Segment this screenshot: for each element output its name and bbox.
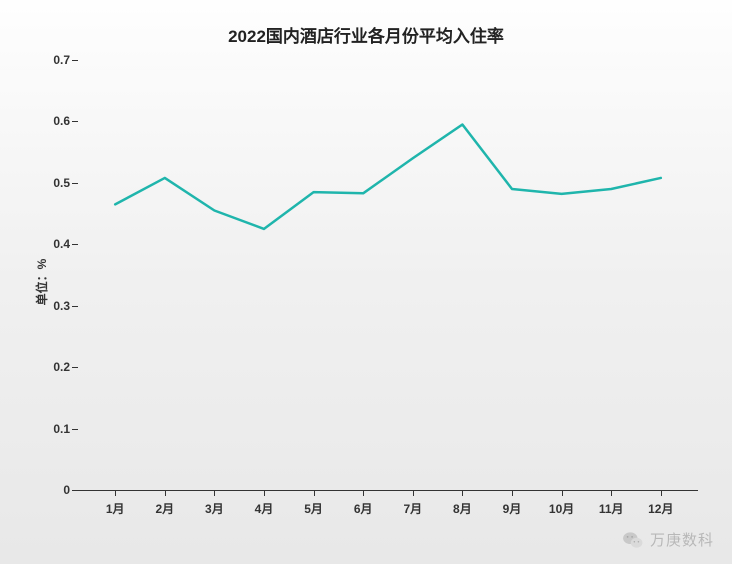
y-tick-mark — [72, 367, 78, 368]
x-tick-label: 5月 — [304, 500, 323, 517]
x-tick-label: 6月 — [354, 500, 373, 517]
x-tick-mark — [363, 490, 364, 496]
y-tick-label: 0.6 — [53, 114, 70, 128]
watermark: 万庚数科 — [622, 529, 714, 550]
y-tick-mark — [72, 429, 78, 430]
x-tick-label: 2月 — [155, 500, 174, 517]
line-chart — [78, 60, 698, 490]
y-tick-label: 0.2 — [53, 360, 70, 374]
x-tick-mark — [264, 490, 265, 496]
y-tick-label: 0.7 — [53, 53, 70, 67]
y-tick-label: 0 — [63, 483, 70, 497]
y-tick-mark — [72, 244, 78, 245]
x-tick-mark — [115, 490, 116, 496]
x-tick-mark — [413, 490, 414, 496]
chart-title: 2022国内酒店行业各月份平均入住率 — [0, 22, 732, 47]
x-tick-label: 12月 — [648, 500, 673, 517]
data-line — [115, 125, 661, 229]
x-tick-mark — [661, 490, 662, 496]
x-tick-mark — [611, 490, 612, 496]
y-tick-label: 0.5 — [53, 176, 70, 190]
x-tick-label: 10月 — [549, 500, 574, 517]
watermark-text: 万庚数科 — [650, 529, 714, 550]
y-tick-mark — [72, 60, 78, 61]
x-tick-mark — [314, 490, 315, 496]
x-axis-line — [78, 490, 698, 491]
x-tick-mark — [214, 490, 215, 496]
y-tick-label: 0.1 — [53, 422, 70, 436]
x-tick-label: 1月 — [106, 500, 125, 517]
x-tick-label: 9月 — [503, 500, 522, 517]
x-tick-label: 11月 — [599, 500, 624, 517]
y-tick-label: 0.3 — [53, 299, 70, 313]
x-tick-label: 8月 — [453, 500, 472, 517]
y-axis-label: 单位：% — [33, 259, 50, 306]
y-tick-label: 0.4 — [53, 237, 70, 251]
x-tick-mark — [512, 490, 513, 496]
x-tick-label: 4月 — [255, 500, 274, 517]
y-tick-mark — [72, 121, 78, 122]
x-tick-mark — [562, 490, 563, 496]
x-tick-mark — [462, 490, 463, 496]
plot-area: 00.10.20.30.40.50.60.71月2月3月4月5月6月7月8月9月… — [78, 60, 698, 490]
x-tick-label: 3月 — [205, 500, 224, 517]
x-tick-label: 7月 — [403, 500, 422, 517]
wechat-icon — [622, 531, 644, 549]
x-tick-mark — [165, 490, 166, 496]
y-tick-mark — [72, 183, 78, 184]
y-tick-mark — [72, 306, 78, 307]
